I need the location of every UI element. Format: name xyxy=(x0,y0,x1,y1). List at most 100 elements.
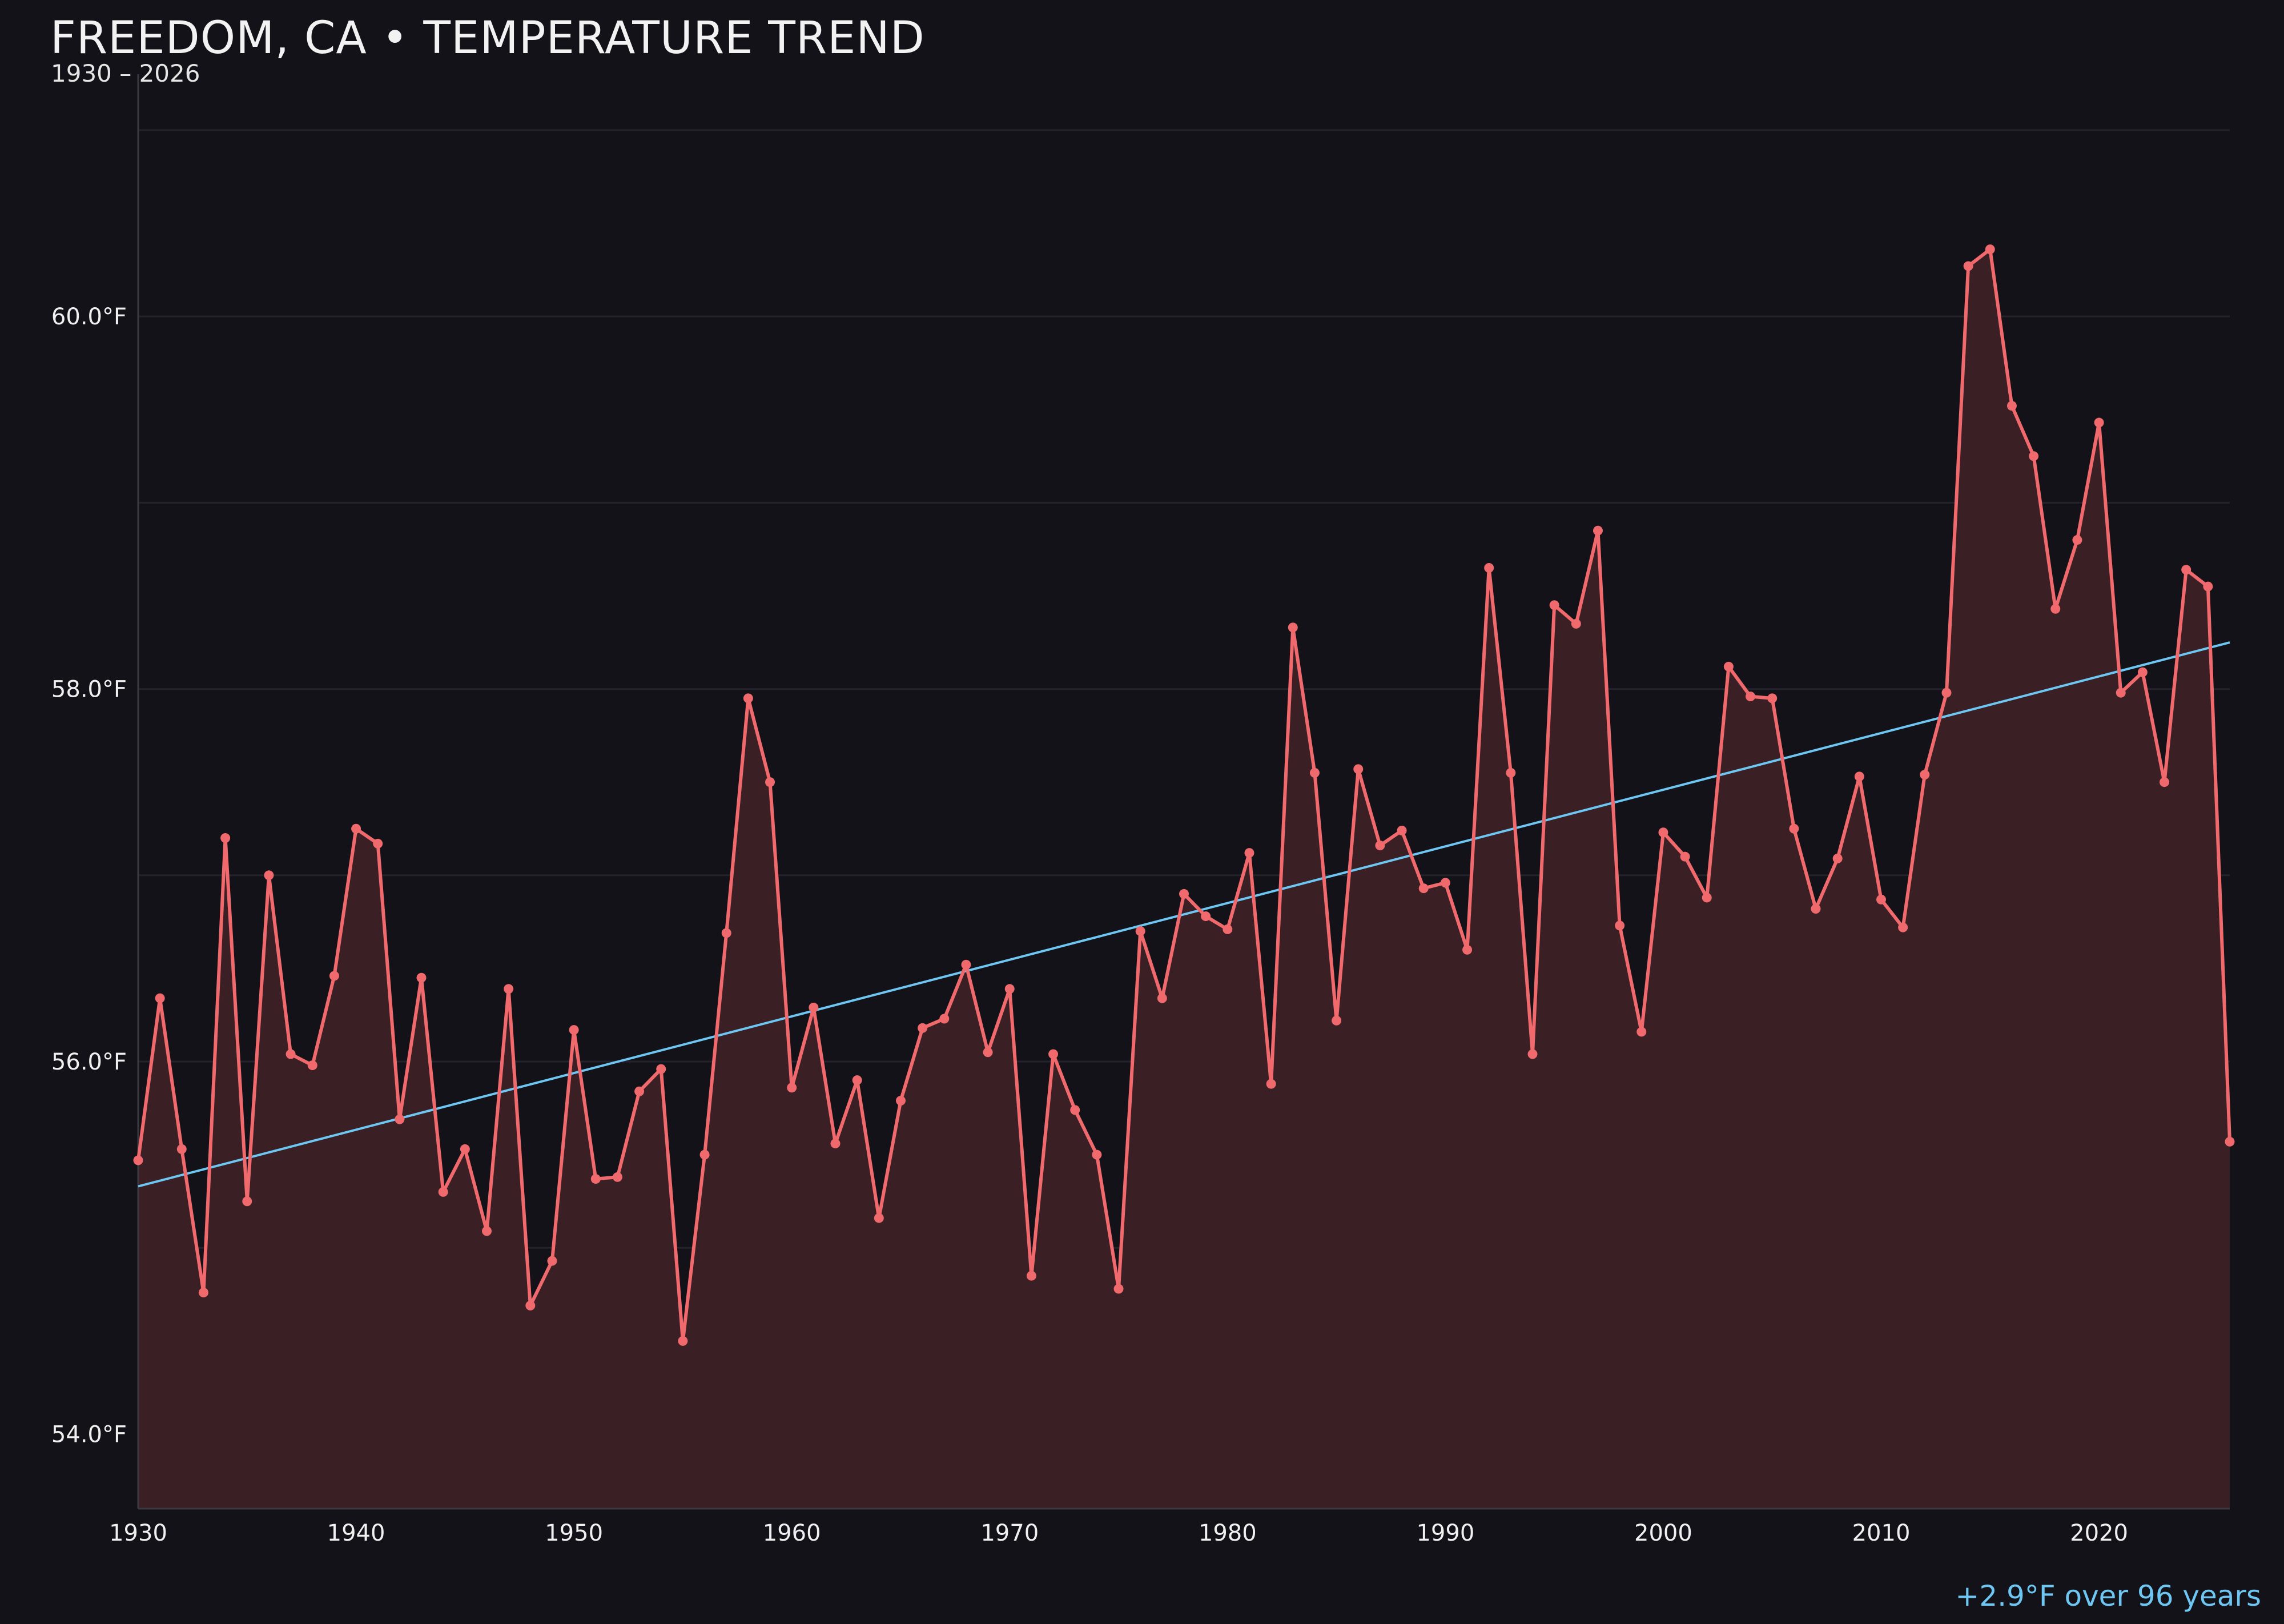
data-point xyxy=(1506,767,1516,778)
data-point xyxy=(612,1172,622,1182)
data-point xyxy=(198,1288,208,1298)
data-point xyxy=(2160,777,2170,787)
data-point xyxy=(2137,667,2148,677)
data-point xyxy=(1527,1049,1538,1059)
data-point xyxy=(1375,841,1385,851)
data-point xyxy=(2225,1136,2235,1147)
data-point xyxy=(2181,565,2191,575)
data-point xyxy=(1680,851,1690,862)
data-point xyxy=(176,1144,187,1154)
data-point xyxy=(1418,883,1429,894)
data-point xyxy=(721,928,731,938)
data-point xyxy=(133,1155,143,1165)
data-point xyxy=(2029,451,2039,461)
data-point xyxy=(1876,894,1886,905)
data-point xyxy=(1746,692,1756,702)
data-point xyxy=(699,1149,710,1160)
data-point xyxy=(1332,1015,1342,1026)
x-tick-label: 2000 xyxy=(1634,1520,1692,1546)
data-point xyxy=(1985,244,1995,255)
data-point xyxy=(1571,618,1581,629)
data-point xyxy=(2050,604,2061,614)
data-point xyxy=(1484,563,1494,573)
data-point xyxy=(590,1174,601,1184)
data-point xyxy=(1963,261,1973,271)
data-point xyxy=(874,1213,884,1223)
series-area-fill xyxy=(138,249,2230,1509)
data-point xyxy=(482,1226,492,1236)
data-point xyxy=(438,1187,448,1197)
x-tick-label: 1960 xyxy=(763,1520,821,1546)
x-tick-labels: 1930 1940 1950 1960 1970 1980 1990 2000 2010 2020 xyxy=(109,1520,2128,1546)
data-point xyxy=(1113,1284,1124,1294)
trend-line xyxy=(138,641,2230,1188)
data-point xyxy=(983,1047,993,1058)
data-point xyxy=(416,972,427,983)
data-point xyxy=(1549,600,1559,610)
y-tick-label: 58.0°F xyxy=(51,677,127,703)
data-point xyxy=(1004,984,1015,994)
data-point xyxy=(155,993,165,1003)
data-point xyxy=(329,971,339,981)
data-point xyxy=(547,1256,557,1266)
data-point xyxy=(1397,826,1407,836)
x-tick-label: 1990 xyxy=(1416,1520,1474,1546)
x-tick-label: 2020 xyxy=(2070,1520,2128,1546)
chart-subtitle: 1930 – 2026 xyxy=(51,59,200,87)
data-point xyxy=(1223,924,1233,934)
data-point xyxy=(1920,770,1930,780)
data-point xyxy=(939,1014,950,1024)
data-point xyxy=(373,838,383,849)
data-point xyxy=(1723,661,1734,672)
data-point xyxy=(1811,904,1821,914)
data-point xyxy=(1658,827,1668,838)
data-point xyxy=(307,1060,317,1071)
x-tick-label: 1930 xyxy=(109,1520,167,1546)
data-point xyxy=(961,959,971,970)
data-point xyxy=(2006,401,2017,411)
data-point xyxy=(765,777,775,787)
x-tick-label: 1980 xyxy=(1199,1520,1257,1546)
data-point xyxy=(1201,911,1211,922)
data-point xyxy=(1440,878,1450,888)
data-point xyxy=(1898,922,1908,932)
x-tick-label: 1940 xyxy=(327,1520,385,1546)
data-point xyxy=(1854,771,1864,782)
data-point xyxy=(678,1336,688,1346)
data-point xyxy=(1462,944,1473,955)
x-tick-label: 1950 xyxy=(545,1520,603,1546)
chart-title: FREEDOM, CA • TEMPERATURE TREND xyxy=(50,13,925,64)
y-tick-label: 60.0°F xyxy=(51,304,127,330)
data-point xyxy=(2072,535,2082,545)
y-tick-labels: 54.0°F 56.0°F 58.0°F 60.0°F xyxy=(51,304,127,1448)
area-layer xyxy=(138,249,2230,1509)
data-point xyxy=(1266,1079,1276,1089)
data-point xyxy=(1636,1027,1647,1037)
data-point xyxy=(2203,581,2213,592)
data-point xyxy=(569,1025,579,1035)
y-tick-label: 56.0°F xyxy=(51,1049,127,1075)
data-point xyxy=(525,1300,536,1311)
data-point xyxy=(1593,525,1603,536)
data-point xyxy=(351,823,361,834)
data-point xyxy=(460,1144,470,1154)
data-point xyxy=(2094,417,2104,428)
data-point xyxy=(852,1075,862,1086)
data-point xyxy=(1157,993,1167,1003)
data-point xyxy=(264,870,274,881)
trend-annotation: +2.9°F over 96 years xyxy=(1955,1579,2261,1613)
axis-layer xyxy=(137,74,2230,1510)
data-point xyxy=(1288,622,1298,633)
data-point xyxy=(286,1049,296,1059)
x-tick-label: 1970 xyxy=(980,1520,1039,1546)
data-point xyxy=(1026,1271,1036,1281)
data-point xyxy=(895,1096,906,1106)
data-point xyxy=(1615,920,1625,931)
data-point xyxy=(1789,823,1799,834)
data-point xyxy=(1767,693,1778,704)
data-point xyxy=(1353,764,1364,774)
data-point xyxy=(656,1064,666,1074)
data-point xyxy=(504,984,514,994)
data-point xyxy=(1179,889,1189,899)
